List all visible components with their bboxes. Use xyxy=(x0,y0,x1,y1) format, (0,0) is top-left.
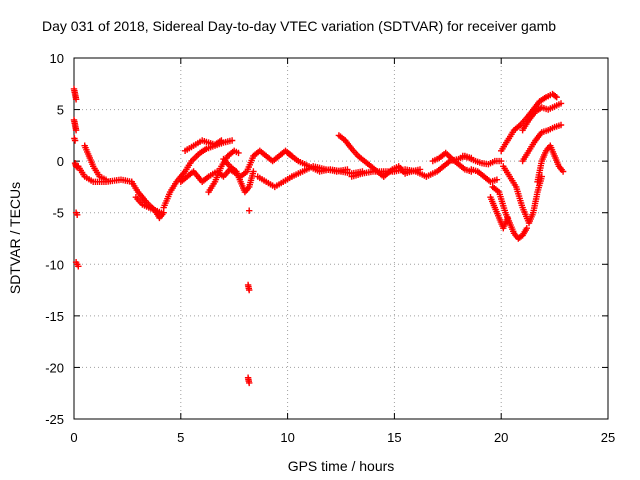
y-tick-label: -15 xyxy=(45,309,64,324)
data-point xyxy=(523,225,530,232)
data-point xyxy=(559,168,567,175)
y-tick-label: 0 xyxy=(57,154,64,169)
y-tick-label: -20 xyxy=(45,360,64,375)
y-tick-label: -5 xyxy=(52,206,64,221)
data-point xyxy=(553,94,560,101)
x-axis-label: GPS time / hours xyxy=(288,458,395,474)
x-tick-label: 15 xyxy=(387,430,401,445)
y-tick-label: 5 xyxy=(57,103,64,118)
y-tick-label: 10 xyxy=(50,51,64,66)
x-tick-labels: 0 5 10 15 20 25 xyxy=(70,430,615,445)
data-point xyxy=(493,176,501,183)
data-point xyxy=(416,166,424,173)
axis-ticks xyxy=(73,57,609,420)
y-tick-labels: -25 -20 -15 -10 -5 0 5 10 xyxy=(45,51,64,427)
data-point xyxy=(72,96,80,103)
data-point xyxy=(72,127,80,134)
data-point xyxy=(228,137,236,144)
data-point xyxy=(102,176,110,183)
data-point xyxy=(250,168,257,175)
data-points xyxy=(70,85,567,387)
data-point xyxy=(71,137,79,144)
x-tick-label: 10 xyxy=(280,430,294,445)
x-tick-label: 20 xyxy=(494,430,508,445)
y-axis-label: SDTVAR / TECUs xyxy=(7,182,23,294)
data-point xyxy=(235,149,242,157)
data-point xyxy=(344,166,351,173)
x-tick-label: 25 xyxy=(601,430,615,445)
data-point xyxy=(218,137,225,144)
data-point xyxy=(498,157,505,165)
data-point xyxy=(246,379,253,387)
y-tick-label: -10 xyxy=(45,257,64,272)
data-point xyxy=(246,286,253,294)
data-point xyxy=(74,211,81,218)
grid-lines xyxy=(74,58,608,419)
x-tick-label: 5 xyxy=(177,430,184,445)
data-point xyxy=(246,207,253,214)
data-point xyxy=(552,93,559,100)
data-point xyxy=(557,121,565,129)
chart-title: Day 031 of 2018, Sidereal Day-to-day VTE… xyxy=(42,18,556,34)
data-point xyxy=(557,100,565,107)
y-tick-label: -25 xyxy=(45,412,64,427)
data-point xyxy=(158,209,165,216)
plot-frame xyxy=(73,57,609,420)
x-tick-label: 0 xyxy=(70,430,77,445)
data-point xyxy=(75,263,82,270)
